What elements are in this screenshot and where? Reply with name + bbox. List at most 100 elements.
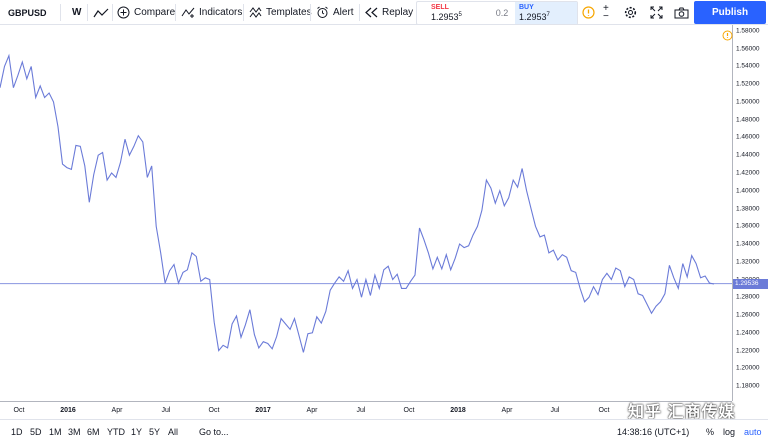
time-tick-label: Jul xyxy=(161,407,171,414)
fullscreen-button[interactable] xyxy=(650,0,663,25)
line-chart-icon xyxy=(93,8,109,17)
price-tick-label: 1.34000 xyxy=(736,240,760,248)
time-tick-label: Oct xyxy=(598,407,610,414)
buy-price-main: 1.2953 xyxy=(519,12,547,22)
compare-button[interactable]: Compare xyxy=(117,0,175,25)
range-button-5y[interactable]: 5Y xyxy=(149,427,161,437)
rewind-icon xyxy=(365,7,378,18)
divider xyxy=(60,4,61,21)
time-tick-label: Apr xyxy=(306,407,318,414)
range-button-1y[interactable]: 1Y xyxy=(131,427,143,437)
price-axis[interactable]: 1.58000 1.56000 1.54000 1.52000 1.50000 1.480… xyxy=(722,25,768,401)
sell-price-pip: 5 xyxy=(458,12,462,18)
divider xyxy=(175,4,176,21)
buy-label: BUY xyxy=(519,4,534,11)
price-tick-label: 1.28000 xyxy=(736,293,760,301)
percent-toggle[interactable]: % xyxy=(706,427,715,437)
trade-widget: SELL 1.29535 0.2 BUY 1.29537 xyxy=(416,1,578,25)
buy-price-pip: 7 xyxy=(546,12,550,18)
alarm-clock-icon xyxy=(317,6,328,18)
price-tick-label: 1.48000 xyxy=(736,116,760,124)
snapshot-button[interactable] xyxy=(674,0,689,25)
time-tick-label: Apr xyxy=(111,407,123,414)
clock[interactable]: 14:38:16 (UTC+1) xyxy=(617,427,690,437)
price-tick-label: 1.44000 xyxy=(736,151,760,159)
price-tick-label: 1.56000 xyxy=(736,45,760,53)
time-tick-label: 2017 xyxy=(255,407,271,414)
divider xyxy=(243,4,244,21)
price-chart[interactable] xyxy=(0,25,732,401)
indicators-button[interactable]: Indicators xyxy=(181,0,242,25)
time-tick-label: Jul xyxy=(550,407,560,414)
camera-icon xyxy=(674,7,689,18)
templates-label: Templates xyxy=(266,7,312,18)
chart-style-button[interactable] xyxy=(93,0,109,25)
alert-label: Alert xyxy=(333,7,354,18)
symbol-search[interactable]: GBPUSD xyxy=(8,0,47,25)
sell-price: 1.29535 xyxy=(431,12,489,22)
bottom-toolbar: Go to... 14:38:16 (UTC+1) % log auto 1D 5… xyxy=(0,419,768,443)
minus-icon[interactable]: − xyxy=(603,10,609,22)
fullscreen-icon xyxy=(650,6,663,19)
sell-button[interactable]: SELL 1.29535 xyxy=(417,2,489,24)
sell-price-main: 1.2953 xyxy=(431,12,459,22)
price-tick-label: 1.32000 xyxy=(736,258,760,266)
time-tick-label: Oct xyxy=(208,407,220,414)
price-tick-label: 1.50000 xyxy=(736,98,760,106)
publish-button[interactable]: Publish xyxy=(694,1,766,24)
price-tick-label: 1.54000 xyxy=(736,62,760,70)
divider xyxy=(359,4,360,21)
price-tick-label: 1.22000 xyxy=(736,347,760,355)
divider xyxy=(87,4,88,21)
range-button-1m[interactable]: 1M xyxy=(49,427,62,437)
price-tick-label: 1.46000 xyxy=(736,133,760,141)
time-axis[interactable]: Oct 2016 Apr Jul Oct 2017 Apr Jul Oct 2018 Apr Jul O… xyxy=(0,401,732,419)
time-tick-label: 2018 xyxy=(450,407,466,414)
range-button-3m[interactable]: 3M xyxy=(68,427,81,437)
top-toolbar: GBPUSD W Compare Indicators Templates Al… xyxy=(0,0,768,25)
plus-circle-icon xyxy=(117,6,130,19)
auto-toggle[interactable]: auto xyxy=(744,427,762,437)
watermark-text: 知乎 汇商传媒 xyxy=(628,404,736,421)
range-button-1d[interactable]: 1D xyxy=(11,427,23,437)
indicators-icon xyxy=(181,7,195,18)
price-tick-label: 1.36000 xyxy=(736,222,760,230)
price-tick-label: 1.58000 xyxy=(736,27,760,35)
log-toggle[interactable]: log xyxy=(723,427,736,437)
plus-icon[interactable]: + xyxy=(603,2,609,14)
warning-icon[interactable] xyxy=(721,29,734,42)
price-tick-label: 1.40000 xyxy=(736,187,760,195)
templates-icon xyxy=(249,6,262,18)
price-tick-label: 1.26000 xyxy=(736,311,760,319)
spread-value: 0.2 xyxy=(495,8,509,18)
interval-button[interactable]: W xyxy=(72,0,81,25)
info-icon xyxy=(582,6,595,19)
time-tick-label: Oct xyxy=(403,407,415,414)
templates-button[interactable]: Templates xyxy=(249,0,312,25)
interval-label: W xyxy=(72,7,82,18)
indicators-label: Indicators xyxy=(199,7,243,18)
alert-button[interactable]: Alert xyxy=(316,0,354,25)
price-tick-label: 1.38000 xyxy=(736,205,760,212)
time-tick-label: 2016 xyxy=(60,407,76,414)
buy-price: 1.29537 xyxy=(519,12,577,22)
range-button-all[interactable]: All xyxy=(168,427,179,437)
price-tick-label: 1.20000 xyxy=(736,364,760,372)
settings-button[interactable] xyxy=(624,0,637,25)
goto-button[interactable]: Go to... xyxy=(199,427,229,437)
current-price-tag: 1.29536 xyxy=(733,278,768,289)
zoom-stepper[interactable]: + − xyxy=(603,0,609,25)
chart-pane[interactable] xyxy=(0,25,732,401)
price-tick-label: 1.52000 xyxy=(736,80,760,88)
range-button-6m[interactable]: 6M xyxy=(87,427,100,437)
info-button[interactable] xyxy=(582,0,595,25)
price-tick-label: 1.42000 xyxy=(736,169,760,177)
range-button-ytd[interactable]: YTD xyxy=(107,427,125,437)
range-button-5d[interactable]: 5D xyxy=(30,427,42,437)
buy-button[interactable]: BUY 1.29537 xyxy=(515,2,577,24)
price-tick-label: 1.24000 xyxy=(736,329,760,337)
divider xyxy=(112,4,113,21)
replay-button[interactable]: Replay xyxy=(365,0,413,25)
series-line xyxy=(0,53,715,353)
compare-label: Compare xyxy=(134,7,176,18)
